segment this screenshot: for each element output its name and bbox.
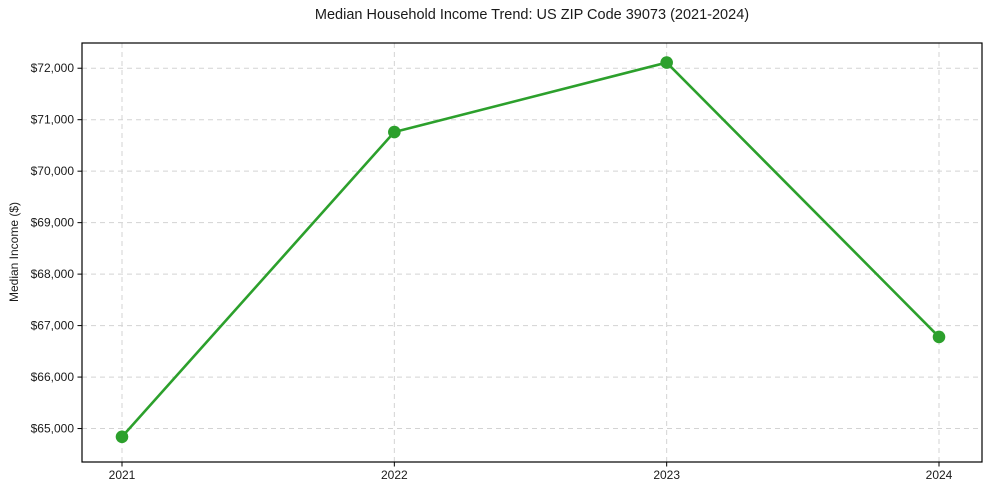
plot-frame (81, 42, 983, 463)
data-point-2024 (932, 330, 946, 344)
x-tick-label: 2024 (926, 468, 953, 482)
y-tick-label: $72,000 (31, 61, 75, 75)
x-tick-label: 2021 (109, 468, 136, 482)
chart-title: Median Household Income Trend: US ZIP Co… (314, 7, 750, 23)
trend-line (120, 61, 941, 439)
data-point-2022 (388, 125, 401, 139)
y-tick-label: $69,000 (31, 216, 75, 230)
y-tick-label: $66,000 (31, 370, 75, 384)
y-tick-label: $68,000 (31, 267, 75, 281)
y-tick-label: $65,000 (31, 422, 75, 436)
y-tick-label: $71,000 (31, 113, 75, 127)
y-tick-label: $67,000 (31, 319, 75, 333)
x-tick-label: 2022 (381, 468, 408, 482)
y-tick-label: $70,000 (31, 164, 75, 178)
x-tick-label: 2023 (653, 468, 680, 482)
data-point-2021 (115, 430, 129, 444)
data-point-2023 (660, 56, 673, 69)
